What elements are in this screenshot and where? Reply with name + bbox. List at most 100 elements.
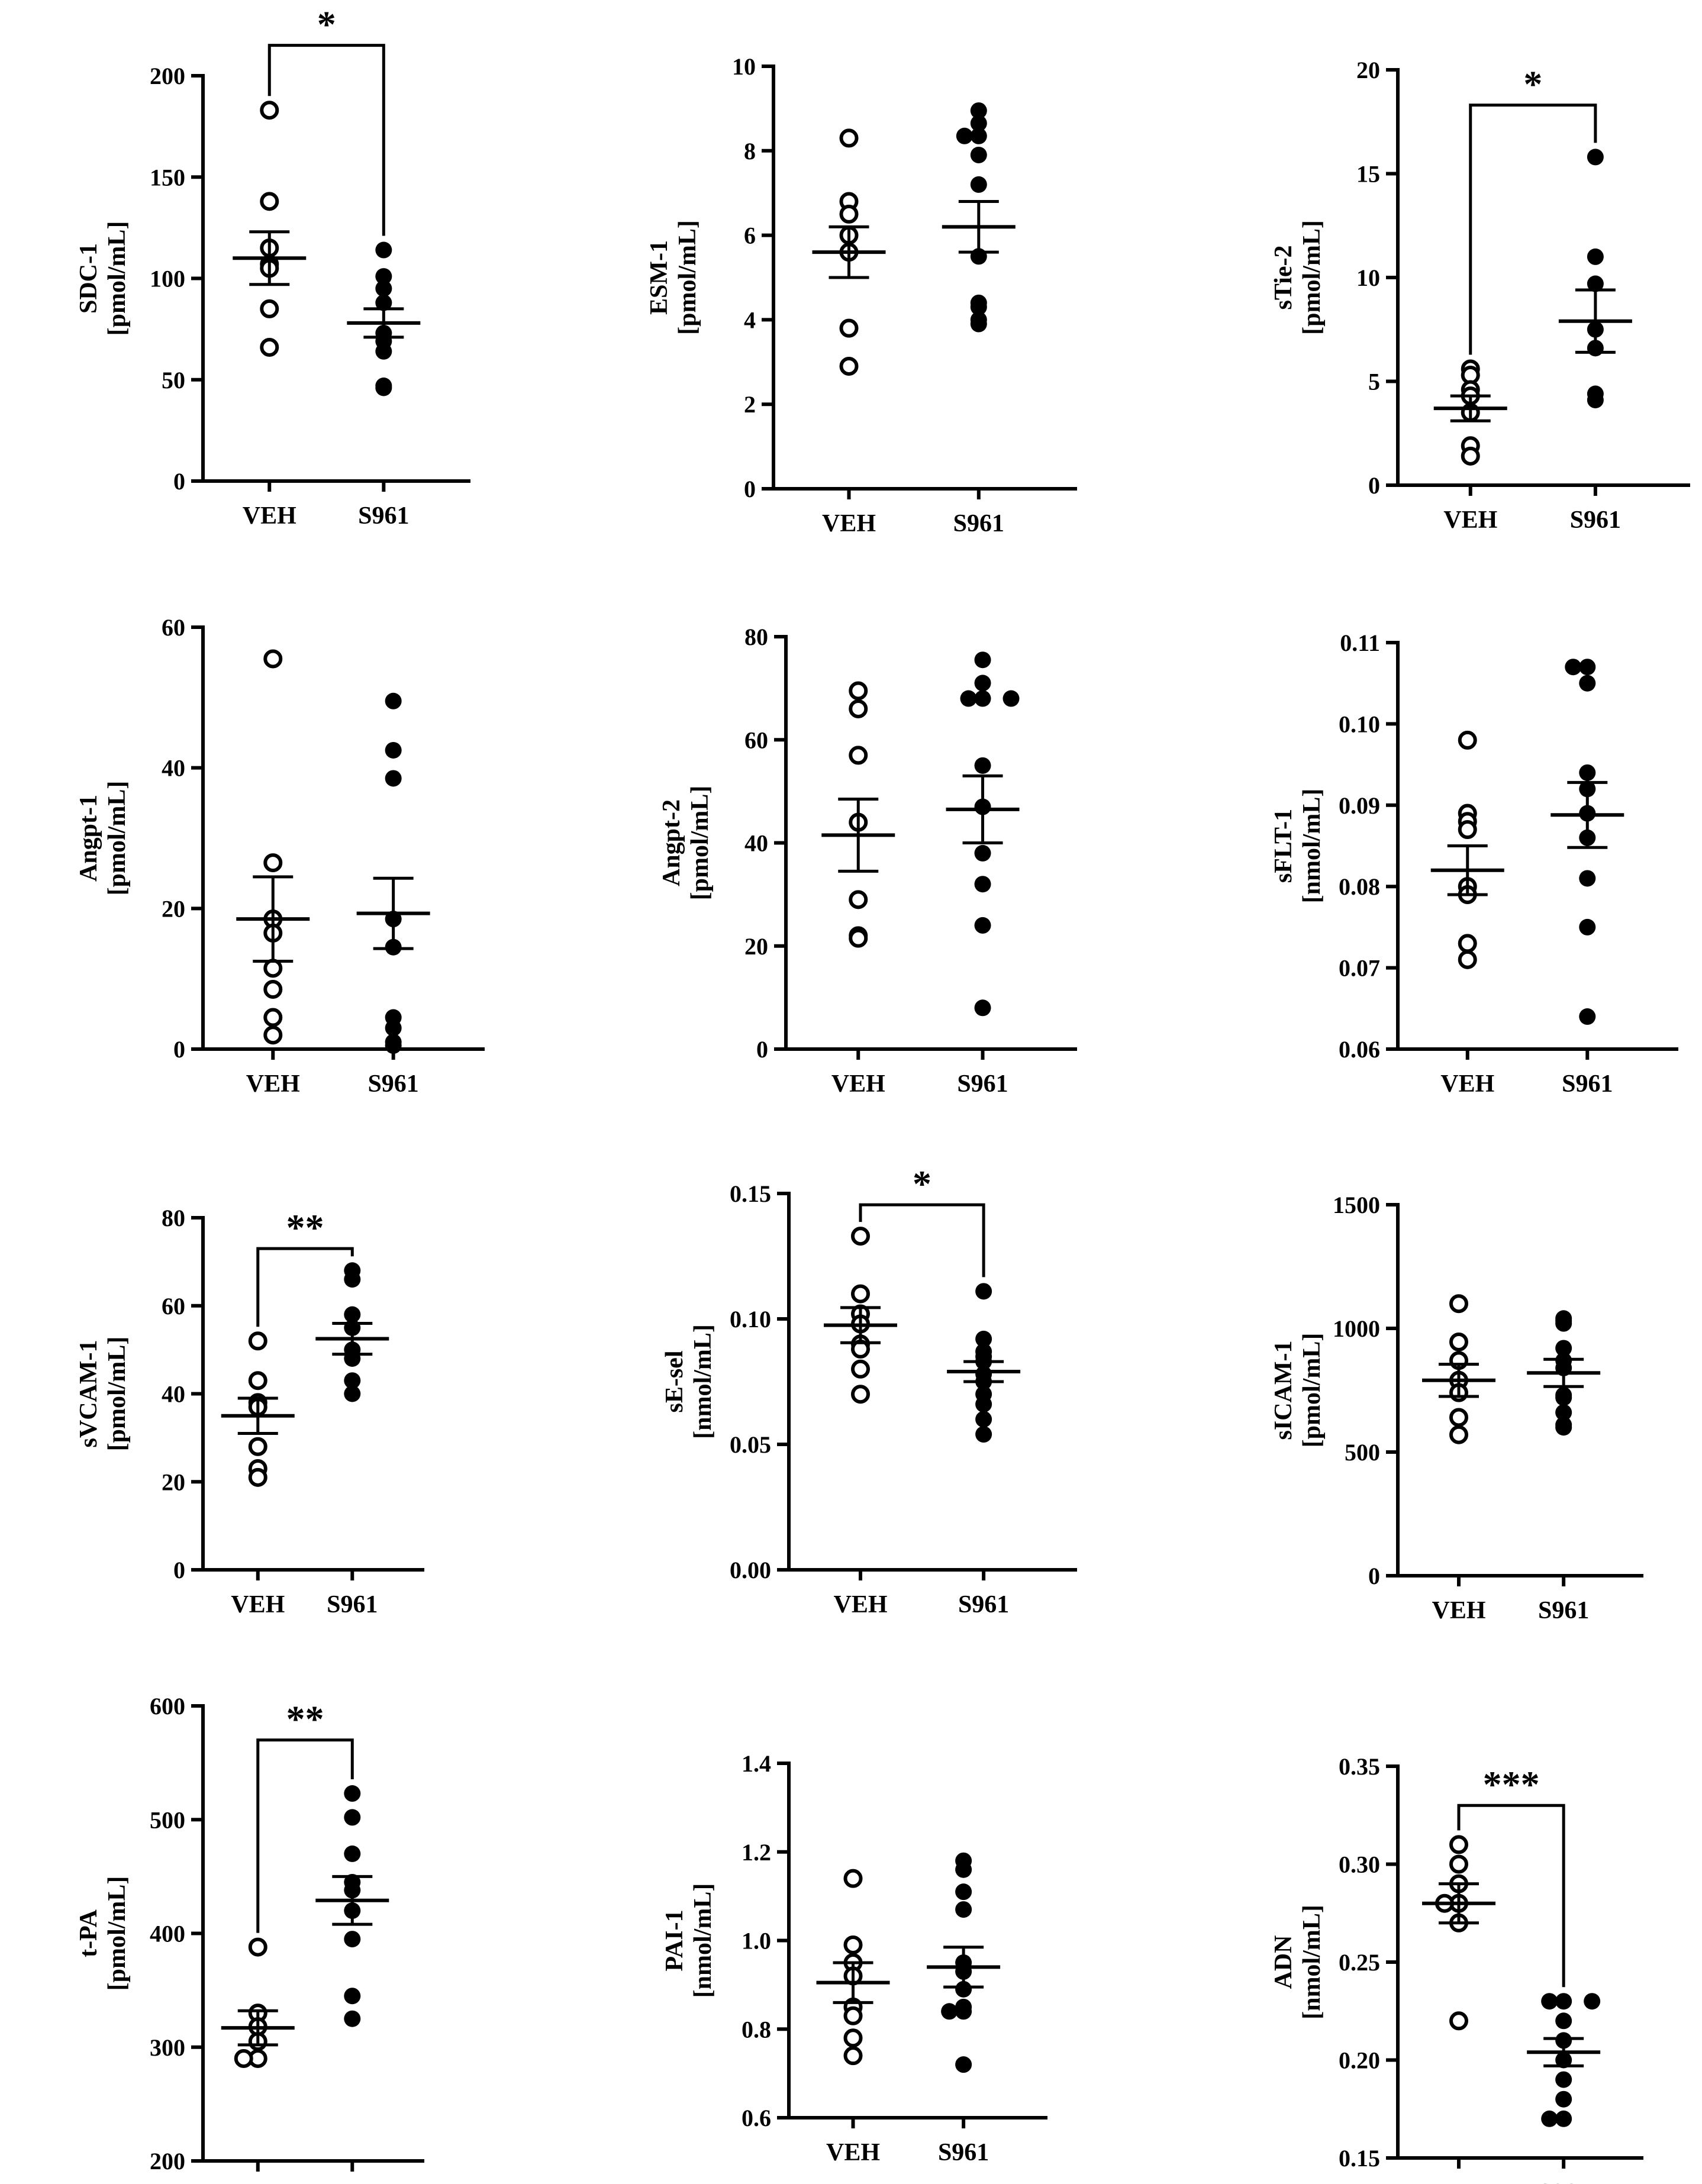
- significance-label: **: [286, 1206, 324, 1249]
- x-tick-label: S961: [1562, 1070, 1613, 1098]
- data-point-filled: [1587, 149, 1604, 166]
- y-axis-label: sTie-2: [1270, 246, 1297, 310]
- data-point-filled: [974, 675, 991, 692]
- y-tick-label: 0.30: [1339, 1851, 1380, 1878]
- series-VEH: [821, 681, 895, 948]
- y-tick-label: 500: [1345, 1439, 1380, 1466]
- chart-panel-3: 0 5 10 15 20 VEH S961 sTie-2 [pmol/mL] *: [1270, 57, 1690, 534]
- data-point-filled: [975, 1330, 992, 1347]
- data-point-filled: [1555, 1389, 1572, 1406]
- significance-label: **: [286, 1698, 324, 1740]
- data-point-open: [248, 1331, 267, 1351]
- data-point-filled: [955, 2003, 972, 2020]
- data-point-filled: [1555, 1340, 1572, 1357]
- y-tick-label: 0.06: [1339, 1036, 1380, 1063]
- data-point-open: [263, 853, 283, 873]
- data-point-open: [839, 128, 859, 148]
- data-point-filled: [1587, 392, 1604, 409]
- data-point-open: [263, 979, 283, 999]
- y-tick-label: 400: [150, 1921, 185, 1947]
- data-point-filled: [375, 268, 392, 285]
- data-point-filled: [974, 844, 991, 862]
- y-axis-label: sVCAM-1: [75, 1340, 102, 1448]
- data-point-open: [263, 1008, 283, 1027]
- y-axis-unit: [pmol/mL]: [104, 221, 131, 336]
- significance-label: ***: [1483, 1763, 1540, 1805]
- data-point-open: [839, 356, 859, 376]
- data-point-open: [248, 1437, 267, 1456]
- data-point-filled: [975, 1396, 992, 1413]
- data-point-open: [843, 1935, 863, 1954]
- significance-bracket: [1457, 1804, 1565, 1988]
- data-point-open: [1458, 820, 1477, 840]
- series-VEH: [1422, 1294, 1495, 1444]
- y-tick-label: 0.15: [730, 1180, 771, 1207]
- data-point-filled: [1002, 690, 1020, 707]
- data-point-open: [849, 890, 868, 909]
- data-point-filled: [344, 1988, 361, 2005]
- series-VEH: [1430, 730, 1504, 969]
- data-point-filled: [1555, 2110, 1572, 2127]
- y-tick-label: 10: [732, 53, 756, 80]
- data-point-filled: [974, 999, 991, 1017]
- data-point-open: [1449, 1835, 1468, 1854]
- x-tick-label: VEH: [822, 510, 876, 537]
- y-axis-label: Angpt-1: [75, 795, 102, 882]
- data-point-filled: [385, 1037, 402, 1054]
- series-S961: [315, 1785, 389, 2027]
- series-S961: [942, 102, 1016, 333]
- y-axis-label: PAI-1: [661, 1909, 688, 1971]
- y-axis-unit: [nmol/mL]: [689, 1883, 717, 1998]
- significance-label: *: [913, 1163, 931, 1205]
- y-tick-label: 5: [1368, 369, 1380, 395]
- significance-bracket: [859, 1203, 985, 1278]
- data-point-open: [248, 1467, 267, 1487]
- x-tick-label: VEH: [243, 502, 296, 530]
- y-tick-label: 0: [173, 468, 185, 495]
- data-point-filled: [955, 1901, 972, 1918]
- x-tick-label: VEH: [1432, 1597, 1485, 1624]
- series-VEH: [824, 1227, 897, 1404]
- data-point-open: [1449, 1332, 1468, 1351]
- data-point-filled: [1579, 918, 1596, 935]
- y-tick-label: 0.05: [730, 1431, 771, 1458]
- data-point-filled: [955, 1861, 972, 1878]
- y-tick-label: 150: [150, 164, 185, 191]
- x-tick-label: S961: [953, 510, 1004, 537]
- y-axis-label: sE-sel: [661, 1351, 688, 1413]
- data-point-filled: [974, 876, 991, 893]
- significance-bracket: [256, 1738, 354, 1933]
- y-tick-label: 0.8: [742, 2016, 771, 2043]
- data-point-open: [1449, 1408, 1468, 1427]
- data-point-open: [1449, 2011, 1468, 2031]
- series-S961: [356, 692, 430, 1054]
- y-axis-unit: [pmol/mL]: [104, 1876, 131, 1991]
- series-VEH: [236, 649, 310, 1045]
- data-point-open: [849, 746, 868, 765]
- data-point-filled: [974, 651, 991, 669]
- y-tick-label: 1000: [1333, 1315, 1380, 1342]
- y-tick-label: 10: [1356, 264, 1380, 291]
- y-tick-label: 0.11: [1340, 630, 1380, 656]
- y-tick-label: 0.15: [1339, 2145, 1380, 2172]
- y-tick-label: 0.10: [730, 1306, 771, 1333]
- data-point-filled: [970, 102, 987, 119]
- x-tick-label: S961: [938, 2139, 989, 2166]
- data-point-filled: [385, 692, 402, 709]
- data-point-filled: [1555, 2012, 1572, 2030]
- data-point-open: [849, 928, 868, 948]
- y-tick-label: 4: [744, 307, 756, 333]
- x-tick-label: S961: [327, 1591, 378, 1618]
- data-point-filled: [375, 294, 392, 311]
- data-point-filled: [955, 2056, 972, 2073]
- data-point-filled: [1555, 1419, 1572, 1436]
- data-point-filled: [970, 115, 987, 132]
- data-point-filled: [1541, 2110, 1558, 2127]
- x-tick-label: VEH: [246, 1070, 300, 1098]
- data-point-filled: [970, 298, 987, 315]
- chart-panel-11: 0.6 0.8 1.0 1.2 1.4 VEH S961 PAI-1 [nmol/mL]: [661, 1750, 1047, 2166]
- y-axis-label: Angpt-2: [658, 799, 685, 886]
- chart-panel-4: 0 20 40 60 VEH S961 Angpt-1 [pmol/mL]: [75, 614, 485, 1098]
- y-axis-unit: [pmol/mL]: [1298, 1333, 1326, 1448]
